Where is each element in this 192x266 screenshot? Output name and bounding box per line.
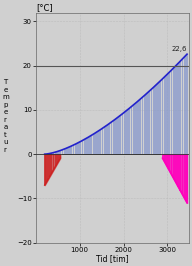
Bar [133,105,135,154]
Bar [155,85,157,154]
Bar [173,154,175,178]
Bar [75,144,77,154]
X-axis label: Tid [tim]: Tid [tim] [96,254,129,263]
Bar [104,127,106,154]
Text: [°C]: [°C] [36,3,53,12]
Bar [182,154,184,195]
Bar [77,143,79,154]
Bar [126,110,128,154]
Bar [166,74,168,154]
Bar [170,70,172,154]
Bar [50,154,52,173]
Bar [146,93,148,154]
Bar [59,154,61,158]
Bar [119,115,121,154]
Bar [128,109,130,154]
Bar [102,128,103,154]
Bar [177,154,179,187]
Bar [88,137,90,154]
Text: 22,6: 22,6 [171,46,187,52]
Bar [53,154,55,170]
Bar [186,54,188,154]
Bar [166,154,168,166]
Bar [186,154,188,203]
Bar [66,148,68,154]
Bar [159,81,161,154]
Bar [62,150,63,154]
Bar [168,154,170,171]
Bar [131,107,132,154]
Bar [82,140,83,154]
Bar [57,151,59,154]
Bar [153,87,155,154]
Bar [84,139,86,154]
Bar [162,79,163,154]
Bar [151,89,152,154]
Bar [168,72,170,154]
Bar [59,151,61,154]
Bar [93,134,94,154]
Bar [55,154,57,166]
Bar [70,146,72,154]
Bar [90,135,92,154]
Text: T
e
m
p
e
r
a
t
u
r: T e m p e r a t u r [2,79,9,153]
Bar [73,145,74,154]
Bar [162,154,163,158]
Bar [86,138,88,154]
Bar [117,117,119,154]
Bar [144,95,146,154]
Bar [50,153,52,154]
Bar [170,154,172,174]
Bar [79,142,81,154]
Bar [53,153,55,154]
Bar [111,122,112,154]
Bar [139,99,141,154]
Bar [180,154,181,191]
Bar [135,103,137,154]
Bar [184,56,186,154]
Bar [64,149,66,154]
Bar [142,97,143,154]
Bar [173,68,175,154]
Bar [124,112,126,154]
Bar [115,119,117,154]
Bar [44,154,46,185]
Bar [99,130,101,154]
Bar [164,77,166,154]
Bar [97,131,99,154]
Bar [48,153,50,154]
Bar [137,101,139,154]
Bar [46,154,48,181]
Bar [164,154,166,162]
Bar [57,154,59,162]
Bar [157,83,159,154]
Bar [113,120,114,154]
Bar [184,154,186,199]
Bar [177,63,179,154]
Bar [175,66,177,154]
Bar [106,125,108,154]
Bar [48,154,50,177]
Bar [68,147,70,154]
Bar [122,114,123,154]
Bar [108,124,110,154]
Bar [95,133,97,154]
Bar [148,91,150,154]
Bar [175,154,177,182]
Bar [180,61,181,154]
Bar [182,59,184,154]
Bar [55,152,57,154]
